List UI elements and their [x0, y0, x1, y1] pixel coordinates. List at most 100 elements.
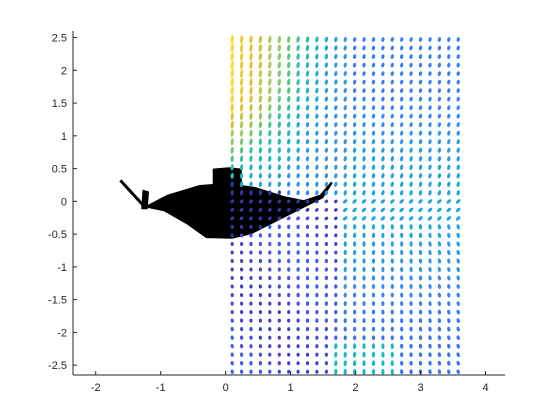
- field-marker: [428, 130, 432, 136]
- field-marker: [371, 181, 376, 188]
- field-marker: [258, 61, 263, 69]
- field-marker: [324, 267, 329, 272]
- field-marker: [418, 343, 423, 349]
- field-marker: [343, 147, 347, 153]
- field-marker: [287, 301, 291, 306]
- field-marker: [296, 284, 300, 289]
- field-marker: [428, 224, 432, 230]
- field-marker: [437, 326, 442, 332]
- field-marker: [230, 310, 234, 315]
- field-marker: [437, 249, 442, 256]
- field-marker: [381, 113, 385, 119]
- field-marker: [446, 207, 452, 213]
- field-marker: [418, 181, 423, 188]
- field-marker: [249, 129, 253, 137]
- field-marker: [268, 344, 272, 349]
- field-marker: [381, 96, 385, 102]
- field-marker: [287, 95, 291, 103]
- field-marker: [268, 86, 272, 95]
- field-marker: [362, 105, 366, 111]
- field-marker: [437, 232, 442, 239]
- field-marker: [447, 266, 451, 273]
- field-marker: [324, 250, 329, 255]
- field-marker: [334, 71, 338, 77]
- field-marker: [268, 335, 272, 340]
- field-marker: [305, 301, 310, 306]
- field-marker: [428, 369, 432, 375]
- field-marker: [315, 147, 319, 153]
- field-marker: [352, 249, 357, 256]
- field-marker: [409, 139, 413, 145]
- field-marker: [315, 318, 319, 323]
- field-marker: [315, 36, 319, 43]
- field-marker: [268, 310, 272, 315]
- field-marker: [268, 233, 272, 238]
- field-marker: [409, 352, 413, 358]
- field-marker: [267, 207, 272, 212]
- field-marker: [315, 284, 319, 289]
- field-marker: [371, 79, 376, 85]
- field-marker: [371, 318, 376, 324]
- field-marker: [427, 216, 433, 221]
- field-marker: [239, 155, 244, 163]
- field-marker: [324, 53, 329, 60]
- field-marker: [296, 78, 300, 86]
- field-marker: [352, 181, 357, 188]
- field-marker: [324, 352, 329, 357]
- field-marker: [456, 326, 460, 332]
- field-marker: [334, 156, 338, 162]
- field-marker: [305, 96, 310, 103]
- field-marker: [334, 190, 338, 196]
- field-marker: [315, 301, 319, 306]
- field-marker: [428, 62, 432, 68]
- sail-shape: [212, 167, 242, 185]
- field-marker: [230, 155, 234, 163]
- field-marker: [287, 147, 291, 154]
- field-marker: [277, 284, 281, 289]
- field-marker: [334, 113, 338, 119]
- field-marker: [343, 130, 347, 136]
- field-marker: [239, 120, 244, 129]
- field-marker: [315, 113, 319, 119]
- field-marker: [343, 113, 347, 119]
- field-marker: [315, 190, 319, 196]
- field-marker: [381, 318, 385, 324]
- field-marker: [277, 335, 281, 340]
- field-marker: [334, 88, 338, 94]
- field-marker: [456, 71, 460, 77]
- field-marker: [437, 343, 442, 349]
- field-marker: [315, 96, 319, 102]
- field-marker: [409, 258, 413, 264]
- field-marker: [287, 224, 291, 230]
- field-marker: [390, 335, 394, 341]
- field-marker: [258, 327, 263, 332]
- field-marker: [239, 318, 244, 323]
- field-marker: [428, 360, 432, 366]
- field-marker: [315, 361, 319, 366]
- field-marker: [268, 284, 272, 289]
- field-marker: [343, 181, 347, 188]
- field-marker: [342, 199, 348, 204]
- field-marker: [362, 147, 366, 153]
- field-marker: [249, 103, 253, 112]
- field-marker: [277, 130, 281, 137]
- field-marker: [296, 70, 300, 77]
- field-marker: [352, 96, 357, 102]
- field-marker: [418, 139, 423, 145]
- field-marker: [268, 241, 272, 247]
- field-marker: [230, 69, 234, 78]
- field-marker: [315, 45, 319, 51]
- field-marker: [447, 335, 451, 341]
- field-marker: [447, 156, 451, 162]
- field-marker: [437, 284, 442, 289]
- field-marker: [305, 352, 310, 357]
- field-marker: [296, 87, 300, 94]
- field-marker: [277, 199, 282, 204]
- field-marker: [258, 284, 263, 289]
- field-marker: [390, 249, 394, 256]
- field-marker: [277, 258, 281, 264]
- field-marker: [400, 360, 404, 366]
- field-marker: [447, 54, 451, 60]
- field-marker: [437, 207, 442, 213]
